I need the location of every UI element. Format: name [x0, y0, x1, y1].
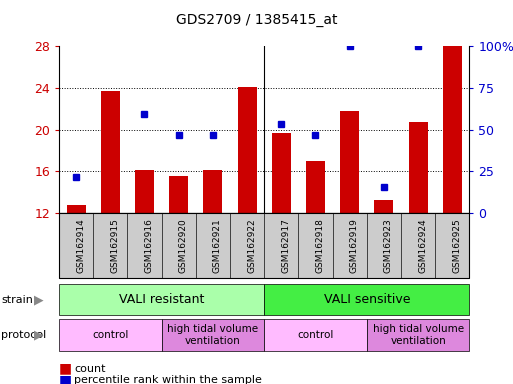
Text: control: control [298, 330, 333, 340]
Bar [340, 111, 359, 213]
Text: VALI sensitive: VALI sensitive [324, 293, 410, 306]
Text: ▶: ▶ [34, 293, 43, 306]
Text: GDS2709 / 1385415_at: GDS2709 / 1385415_at [176, 13, 337, 27]
Bar [272, 133, 291, 213]
Text: GSM162916: GSM162916 [145, 218, 153, 273]
Text: VALI resistant: VALI resistant [119, 293, 204, 306]
Text: GSM162924: GSM162924 [418, 218, 427, 273]
Text: GSM162922: GSM162922 [247, 218, 256, 273]
Text: GSM162914: GSM162914 [76, 218, 85, 273]
Text: protocol: protocol [1, 330, 46, 340]
Bar [204, 170, 222, 213]
Text: GSM162918: GSM162918 [315, 218, 325, 273]
Bar [67, 205, 86, 213]
Text: GSM162921: GSM162921 [213, 218, 222, 273]
Bar [135, 170, 154, 213]
Bar [238, 87, 256, 213]
Text: strain: strain [1, 295, 33, 305]
Text: high tidal volume
ventilation: high tidal volume ventilation [372, 324, 464, 346]
Text: percentile rank within the sample: percentile rank within the sample [74, 375, 262, 384]
Text: GSM162920: GSM162920 [179, 218, 188, 273]
Bar [409, 122, 427, 213]
Bar [443, 46, 462, 213]
Text: GSM162919: GSM162919 [350, 218, 359, 273]
Bar [306, 161, 325, 213]
Text: ■: ■ [59, 362, 72, 376]
Text: GSM162925: GSM162925 [452, 218, 461, 273]
Bar [101, 91, 120, 213]
Bar [169, 175, 188, 213]
Text: GSM162915: GSM162915 [110, 218, 120, 273]
Text: control: control [92, 330, 128, 340]
Text: GSM162923: GSM162923 [384, 218, 393, 273]
Text: GSM162917: GSM162917 [281, 218, 290, 273]
Bar [374, 200, 393, 213]
Text: high tidal volume
ventilation: high tidal volume ventilation [167, 324, 259, 346]
Text: count: count [74, 364, 106, 374]
Text: ■: ■ [59, 373, 72, 384]
Text: ▶: ▶ [34, 329, 43, 341]
